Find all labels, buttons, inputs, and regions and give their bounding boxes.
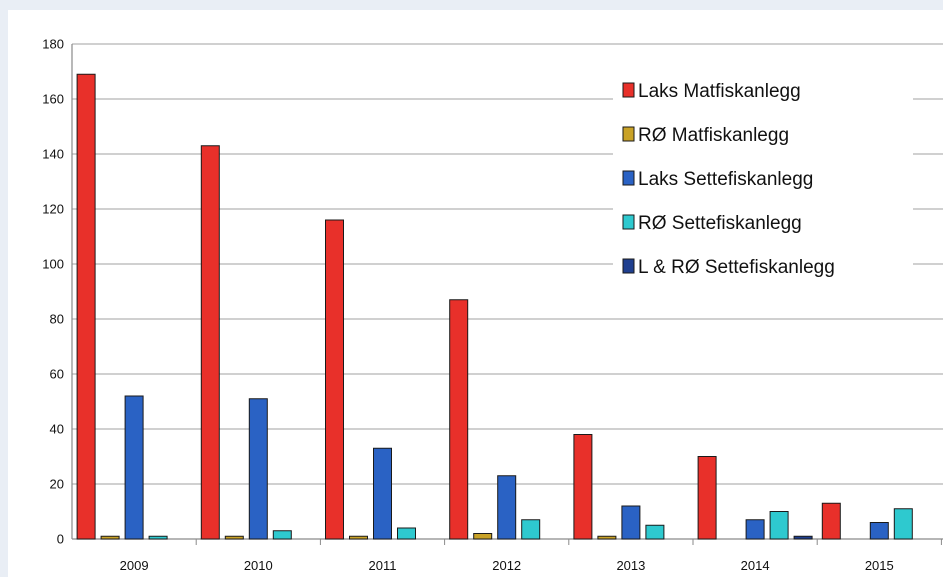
legend-swatch	[622, 126, 635, 142]
bar	[325, 219, 344, 540]
legend-label: RØ Settefiskanlegg	[638, 213, 802, 234]
bar	[373, 447, 392, 540]
bar	[645, 524, 665, 540]
bar	[272, 530, 292, 540]
y-tick-label: 140	[42, 147, 64, 162]
bar	[473, 533, 493, 540]
bar	[821, 502, 841, 540]
legend-label: L & RØ Settefiskanlegg	[638, 257, 835, 278]
legend-label: RØ Matfiskanlegg	[638, 125, 789, 146]
x-tick-label: 2012	[492, 558, 521, 573]
bar	[148, 535, 168, 540]
bar	[769, 511, 789, 540]
legend: Laks Matfiskanlegg RØ Matfiskanlegg Laks S…	[613, 68, 913, 286]
bar	[224, 535, 244, 540]
bar	[124, 395, 144, 540]
chart-panel: 0 20 40 60 80 100 120 140 160 180 2009 2010 2011 2012…	[8, 10, 943, 577]
bar	[397, 527, 416, 540]
y-tick-label: 160	[42, 92, 64, 107]
x-tick-label: 2015	[865, 558, 894, 573]
y-tick-label: 80	[50, 312, 64, 327]
y-tick-label: 60	[50, 367, 64, 382]
bar	[573, 434, 593, 540]
bar	[449, 299, 469, 540]
x-tick-label: 2010	[244, 558, 273, 573]
y-tick-label: 120	[42, 202, 64, 217]
x-tick-label: 2014	[741, 558, 770, 573]
bars	[76, 73, 913, 540]
bar	[76, 73, 96, 540]
y-tick-label: 40	[50, 422, 64, 437]
legend-swatch	[622, 214, 635, 230]
x-tick-label: 2013	[616, 558, 645, 573]
bar	[745, 519, 765, 540]
legend-label: Laks Settefiskanlegg	[638, 169, 813, 190]
bar	[521, 519, 541, 540]
bar	[200, 145, 220, 540]
bar	[869, 522, 889, 540]
bar	[597, 535, 617, 540]
bar	[349, 535, 368, 540]
axes: 0 20 40 60 80 100 120 140 160 180 2009 2010 2011 2012…	[42, 37, 942, 573]
legend-swatch	[622, 170, 635, 186]
x-tick-label: 2009	[120, 558, 149, 573]
bar	[893, 508, 913, 540]
bar	[793, 535, 813, 540]
legend-swatch	[622, 258, 635, 274]
y-tick-label: 100	[42, 257, 64, 272]
x-tick-label: 2011	[369, 558, 397, 573]
y-tick-label: 0	[57, 532, 64, 547]
bar	[497, 475, 517, 540]
legend-box	[613, 68, 913, 286]
y-tick-label: 180	[42, 37, 64, 52]
legend-swatch	[622, 82, 635, 98]
legend-label: Laks Matfiskanlegg	[638, 81, 801, 102]
bar	[248, 398, 268, 540]
bar-chart: 0 20 40 60 80 100 120 140 160 180 2009 2010 2011 2012…	[42, 37, 943, 573]
bar	[100, 535, 120, 540]
bar	[697, 456, 717, 540]
y-tick-label: 20	[50, 477, 64, 492]
bar	[621, 505, 641, 540]
